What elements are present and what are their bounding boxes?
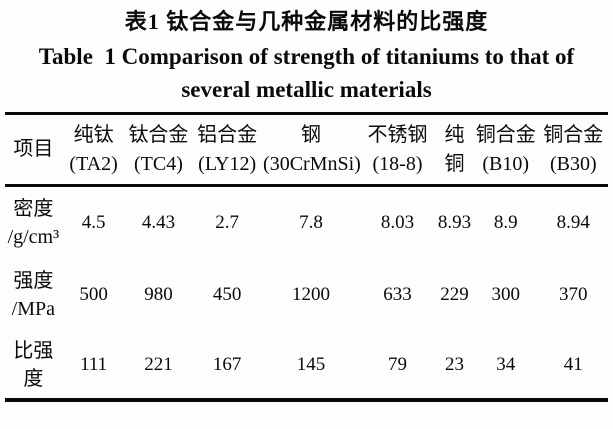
header-col-name: 不锈钢 <box>367 123 428 146</box>
header-col-name: 钛合金 <box>128 123 189 146</box>
row-label-unit: /MPa <box>11 298 55 320</box>
header-col-designation: (B30) <box>549 152 597 175</box>
header-col-copper-alloy-b30: 铜合金 (B30) <box>538 113 608 187</box>
header-item: 项目 <box>5 113 62 187</box>
row-label-line2: 度 <box>23 367 44 390</box>
table-title-chinese: 表1 钛合金与几种金属材料的比强度 <box>124 9 489 34</box>
cell-strength-tc4: 980 <box>144 284 173 305</box>
header-col-name: 铜合金 <box>475 123 536 146</box>
table-body: 密度 /g/cm³ 4.5 4.43 2.7 7.8 8.03 8.93 8.9… <box>5 186 608 400</box>
cell-specstrength-b30: 41 <box>563 353 583 375</box>
header-col-designation: (18-8) <box>372 152 423 175</box>
header-col-name: 纯钛 <box>73 123 114 146</box>
cell-density-tc4: 4.43 <box>141 211 176 233</box>
header-col-designation: (30CrMnSi) <box>263 152 361 175</box>
cell-specstrength-steel: 145 <box>296 353 326 375</box>
header-col-pure-titanium: 纯钛 (TA2) <box>61 113 126 187</box>
table-title-english-line2: several metallic materials <box>181 77 432 102</box>
row-label-strength: 强度 /MPa <box>5 259 62 332</box>
cell-density-copper: 8.93 <box>437 211 472 233</box>
header-col-copper-alloy-b10: 铜合金 (B10) <box>472 113 539 187</box>
table-row-strength: 强度 /MPa 500 980 450 1200 633 229 300 370 <box>5 259 608 332</box>
row-label-specific-strength: 比强 度 <box>5 332 62 400</box>
row-label-unit: /g/cm³ <box>7 225 60 248</box>
header-item-label: 项目 <box>13 138 54 160</box>
cell-strength-copper: 229 <box>440 284 469 305</box>
cell-specstrength-ly12: 167 <box>212 353 242 375</box>
row-label-line1: 密度 <box>13 197 54 220</box>
cell-strength-steel: 1200 <box>291 284 330 305</box>
cell-density-steel: 7.8 <box>299 211 323 233</box>
header-col-name: 铜 <box>444 152 465 175</box>
cell-strength-ta2: 500 <box>79 284 108 305</box>
row-label-line1: 比强 <box>13 339 54 362</box>
table-header: 项目 纯钛 (TA2) 钛合金 (TC4) 铝合金 (LY12) 钢 (30Cr… <box>5 113 608 187</box>
header-col-designation: (TA2) <box>69 152 118 175</box>
cell-strength-b10: 300 <box>491 284 520 305</box>
cell-specstrength-b10: 34 <box>496 353 516 375</box>
header-col-designation: (LY12) <box>198 152 257 175</box>
cell-density-ta2: 4.5 <box>81 211 106 233</box>
table-row-density: 密度 /g/cm³ 4.5 4.43 2.7 7.8 8.03 8.93 8.9… <box>5 186 608 259</box>
header-col-name: 钢 <box>300 123 321 146</box>
header-col-stainless-steel: 不锈钢 (18-8) <box>358 113 437 187</box>
header-col-name: 铜合金 <box>543 123 604 146</box>
header-col-designation: (B10) <box>482 152 530 175</box>
cell-specstrength-tc4: 221 <box>144 353 173 375</box>
header-col-designation: (TC4) <box>133 152 183 175</box>
row-label-line1: 强度 <box>13 270 54 292</box>
header-col-pure-copper: 纯 铜 <box>436 113 473 187</box>
header-col-aluminum-alloy: 铝合金 (LY12) <box>191 113 264 187</box>
table-title-english-line1: Table 1 Comparison of strength of titani… <box>38 44 575 69</box>
cell-specstrength-stainless: 79 <box>388 353 407 375</box>
cell-strength-ly12: 450 <box>212 284 242 305</box>
cell-strength-b30: 370 <box>559 284 588 305</box>
cell-specstrength-copper: 23 <box>444 353 464 375</box>
cell-specstrength-ta2: 111 <box>80 353 108 375</box>
row-label-density: 密度 /g/cm³ <box>5 186 62 259</box>
cell-density-b10: 8.9 <box>493 211 518 233</box>
cell-density-b30: 8.94 <box>556 211 590 233</box>
header-col-steel: 钢 (30CrMnSi) <box>263 113 361 187</box>
header-col-titanium-alloy: 钛合金 (TC4) <box>125 113 192 187</box>
header-row: 项目 纯钛 (TA2) 钛合金 (TC4) 铝合金 (LY12) 钢 (30Cr… <box>5 113 608 187</box>
document-page: 表1 钛合金与几种金属材料的比强度 Table 1 Comparison of … <box>0 9 613 402</box>
header-col-name: 铝合金 <box>197 123 258 146</box>
cell-density-ly12: 2.7 <box>215 211 240 233</box>
cell-strength-stainless: 633 <box>383 284 412 305</box>
cell-density-stainless: 8.03 <box>380 211 415 233</box>
table-row-specific-strength: 比强 度 111 221 167 145 79 23 34 41 <box>5 332 608 400</box>
header-col-name: 纯 <box>444 123 465 146</box>
comparison-table: 项目 纯钛 (TA2) 钛合金 (TC4) 铝合金 (LY12) 钢 (30Cr… <box>5 112 608 402</box>
